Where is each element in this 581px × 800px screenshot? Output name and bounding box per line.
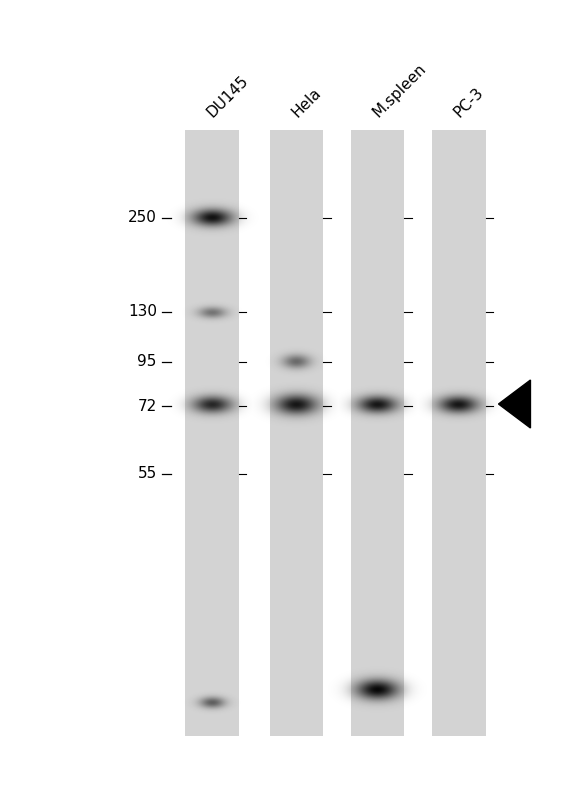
Text: 72: 72	[138, 399, 157, 414]
Bar	[432, 130, 486, 736]
Text: M.spleen: M.spleen	[370, 61, 429, 120]
Text: PC-3: PC-3	[451, 85, 487, 120]
Text: 55: 55	[138, 466, 157, 481]
Bar	[185, 130, 239, 736]
Text: 95: 95	[138, 354, 157, 369]
Bar	[351, 130, 404, 736]
Text: 250: 250	[128, 210, 157, 225]
Bar	[270, 130, 323, 736]
Polygon shape	[498, 380, 530, 428]
Text: DU145: DU145	[205, 73, 252, 120]
Text: Hela: Hela	[289, 85, 324, 120]
Text: 130: 130	[128, 305, 157, 319]
